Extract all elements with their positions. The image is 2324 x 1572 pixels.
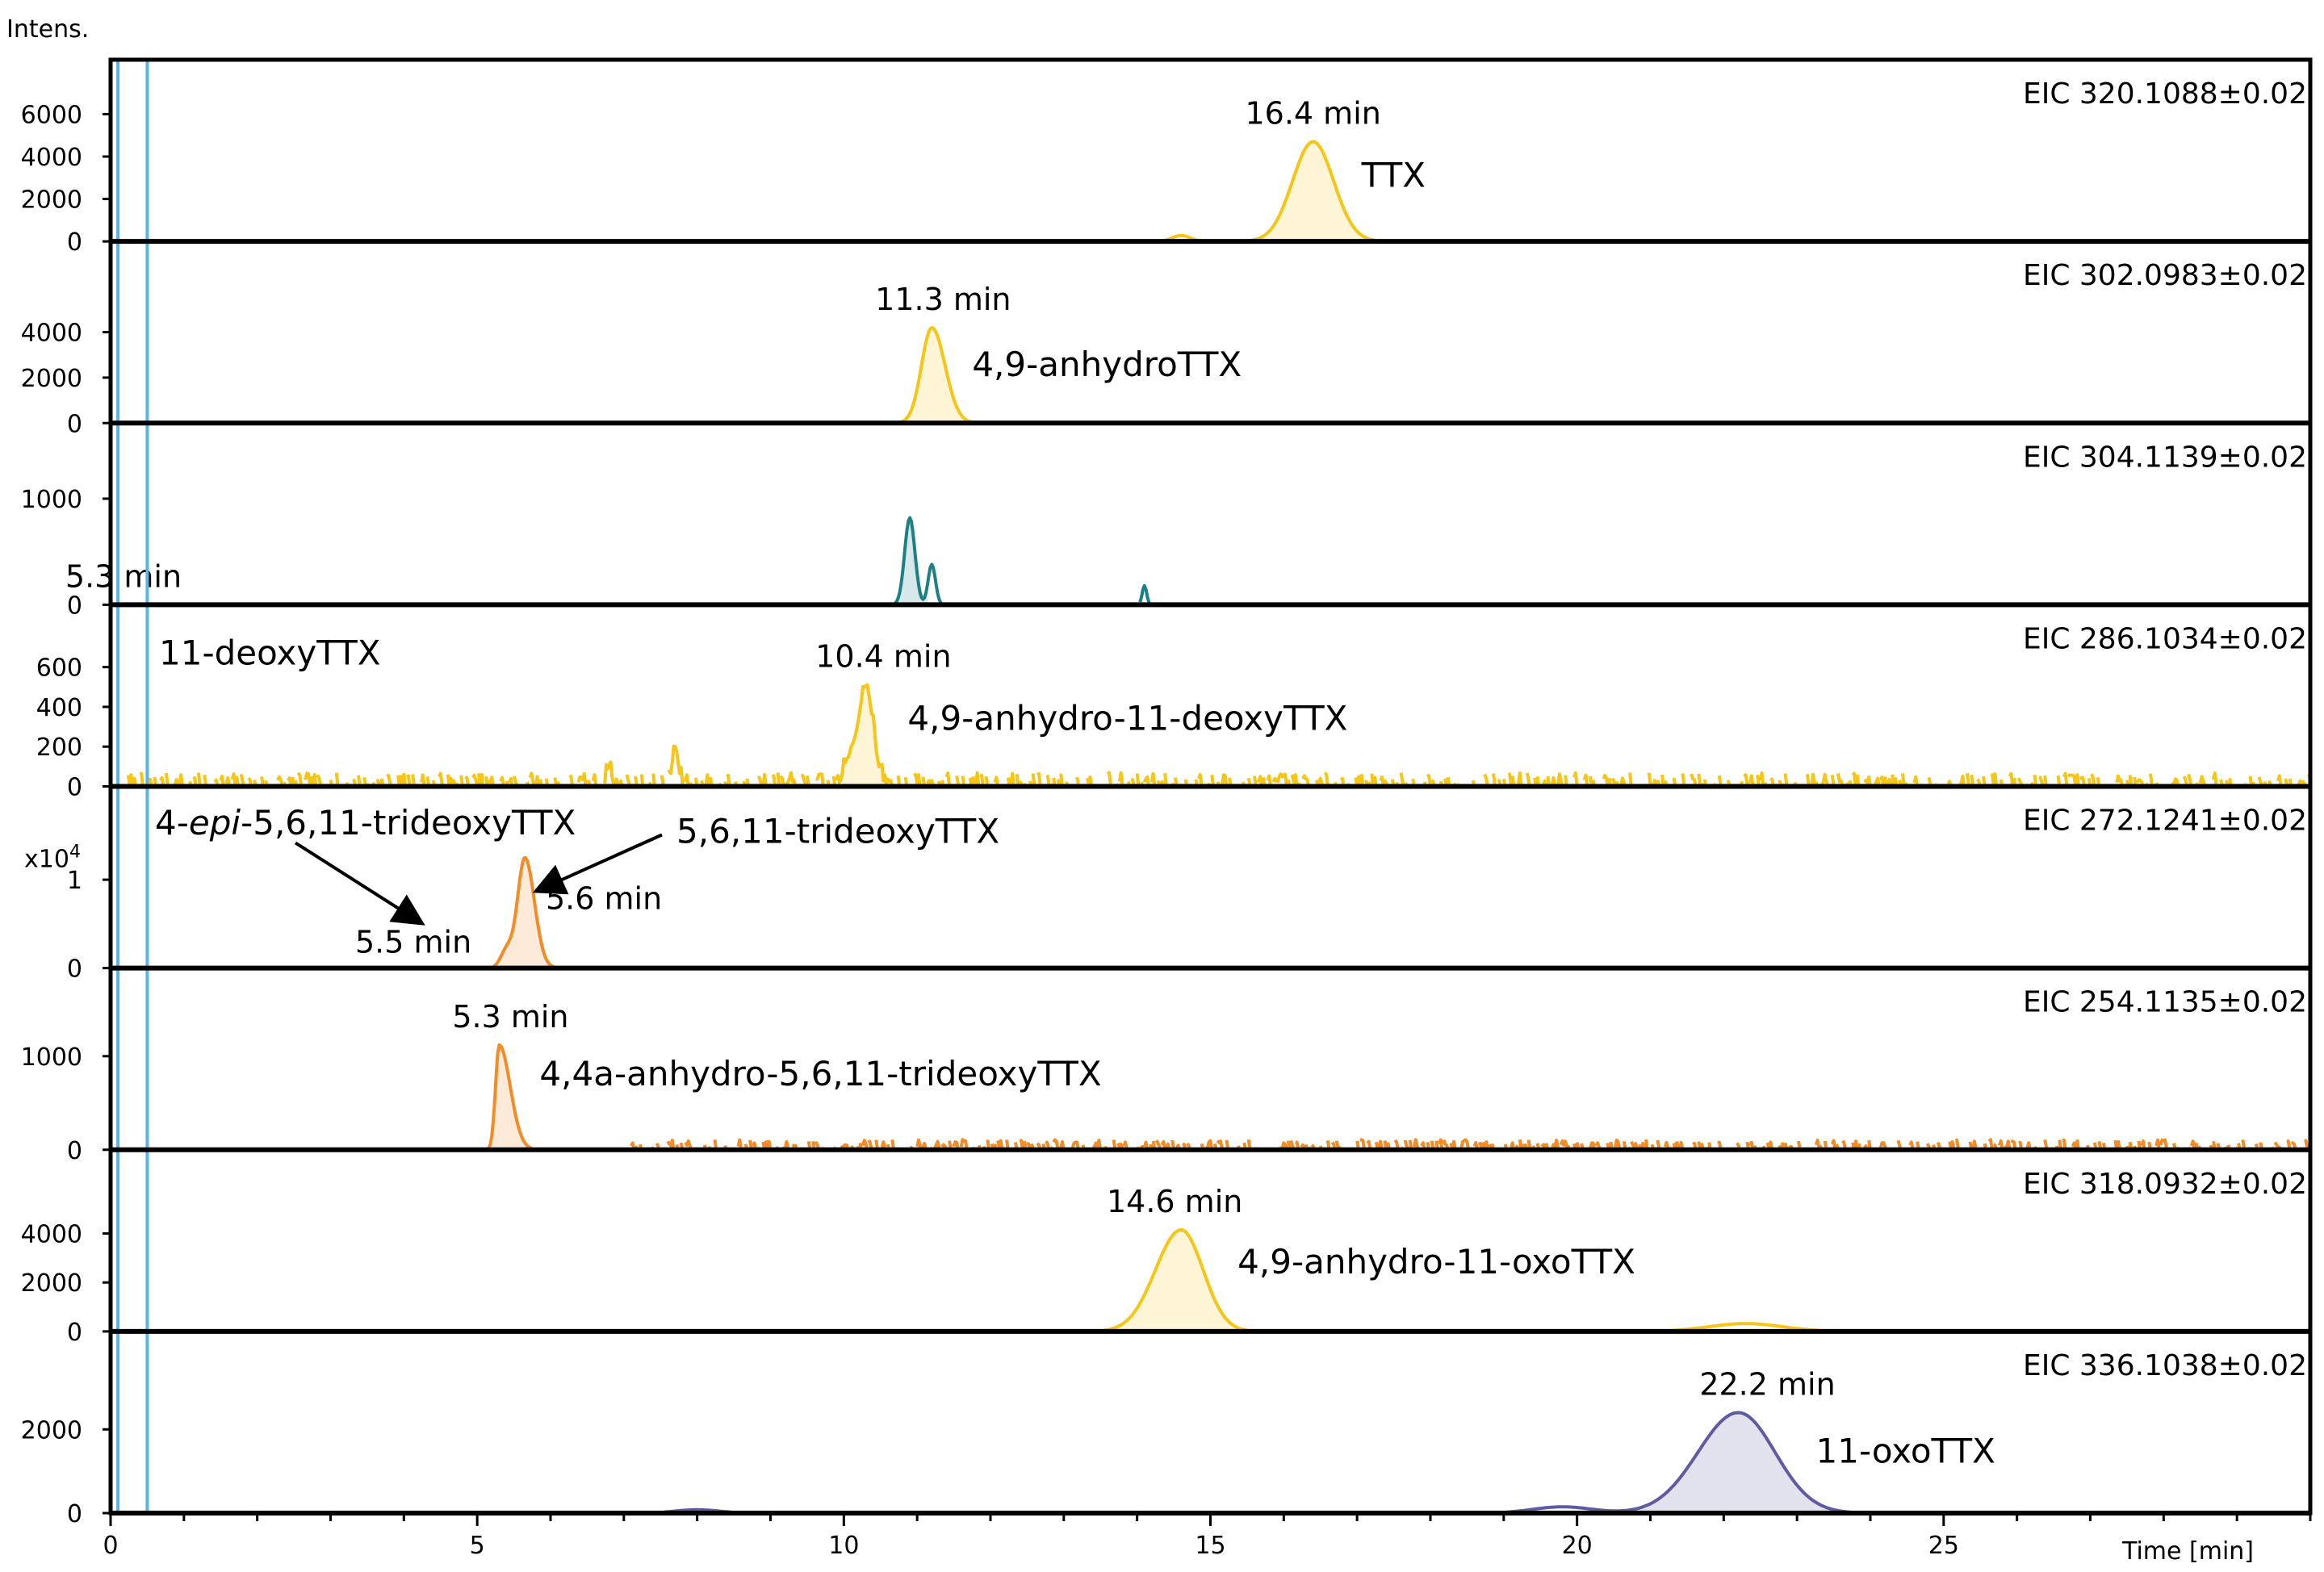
panel-2: 0 2000 4000 EIC 302.0983±0.02 11.3 min 4,9-an… (21, 259, 2307, 438)
y-axis-title: Intens. (6, 15, 89, 44)
y-tick-label: 0 (67, 592, 82, 620)
compound-label-4-epi-trideoxyttx: 4-epi-5,6,11-trideoxyTTX (155, 803, 576, 842)
y-tick-label: 2000 (21, 186, 82, 215)
eic-label: EIC 286.1034±0.02 (2023, 622, 2307, 655)
compound-label-4-epi-italic: epi (189, 803, 241, 842)
peak-area-fill (895, 328, 978, 424)
peak-area-fill (1241, 141, 1385, 242)
y-tick-label: 200 (36, 734, 82, 762)
panel-3: 0 1000 EIC 304.1139±0.02 5.3 min 11-deoxyTTX (21, 441, 2307, 672)
compound-label: TTX (1361, 156, 1426, 195)
eic-label: EIC 318.0932±0.02 (2023, 1168, 2307, 1201)
y-tick-label: 0 (67, 228, 82, 257)
eic-label: EIC 272.1241±0.02 (2023, 805, 2307, 838)
eic-label: EIC 302.0983±0.02 (2023, 259, 2307, 292)
eic-trace (492, 856, 556, 970)
x-tick-label: 10 (828, 1532, 859, 1560)
x-axis: 0 5 10 15 20 25 (103, 1513, 2312, 1560)
compound-label-4-epi-prefix: 4- (155, 803, 189, 842)
retention-time-label: 10.4 min (815, 639, 951, 675)
y-tick-label: 0 (67, 955, 82, 984)
panel-4: 0 200 400 600 EIC 286.1034±0.02 10.4 min 4,9-a… (36, 622, 2312, 802)
peak-area-fill (843, 684, 892, 787)
y-tick-label: 0 (67, 410, 82, 438)
y-tick-label: 1000 (21, 486, 82, 514)
y-tick-label: 1000 (21, 1043, 82, 1072)
panel-7: 0 2000 4000 EIC 318.0932±0.02 14.6 min 4,9-an… (21, 1168, 2307, 1347)
eic-trace (900, 326, 974, 424)
eic-label: EIC 320.1088±0.02 (2023, 77, 2307, 111)
y-tick-label: 4000 (21, 144, 82, 172)
y-tick-label: 0 (67, 774, 82, 802)
y-tick-label: 400 (36, 694, 82, 722)
compound-label: 11-oxoTTX (1816, 1432, 1995, 1471)
panel-6: 0 1000 EIC 254.1135±0.02 5.3 min 4,4a-anhydr… (21, 986, 2310, 1165)
retention-time-label: 16.4 min (1245, 96, 1380, 132)
y-tick-label: 0 (67, 1319, 82, 1347)
x-tick-label: 15 (1195, 1532, 1225, 1560)
y-tick-label: 2000 (21, 1416, 82, 1444)
compound-label: 4,9-anhydroTTX (972, 345, 1242, 384)
y-scale-exponent: 4 (69, 842, 81, 863)
eic-label: EIC 254.1135±0.02 (2023, 986, 2307, 1019)
retention-time-label: 14.6 min (1107, 1184, 1242, 1219)
y-tick-label: 600 (36, 654, 82, 683)
y-tick-label: 4000 (21, 1221, 82, 1249)
y-tick-label: 6000 (21, 101, 82, 129)
y-tick-label: 2000 (21, 1269, 82, 1298)
annotation-arrow (294, 841, 425, 926)
compound-label: 5,6,11-trideoxyTTX (676, 812, 999, 851)
x-tick-label: 25 (1928, 1532, 1959, 1560)
compound-label-4-epi-suffix: -5,6,11-trideoxyTTX (241, 803, 576, 842)
y-scale-label: x104 (24, 842, 81, 874)
y-tick-label: 1 (67, 867, 82, 895)
eic-trace (894, 516, 1152, 606)
compound-label: 4,9-anhydro-11-deoxyTTX (907, 699, 1347, 738)
y-tick-label: 4000 (21, 320, 82, 348)
compound-label: 11-deoxyTTX (159, 633, 381, 672)
compound-label: 4,9-anhydro-11-oxoTTX (1237, 1242, 1635, 1281)
peak-area-fill (499, 858, 559, 968)
x-tick-label: 20 (1562, 1532, 1593, 1560)
peak-area-fill (1091, 1230, 1258, 1332)
retention-time-label-2: 5.5 min (355, 925, 471, 960)
eic-label: EIC 304.1139±0.02 (2023, 441, 2307, 474)
eic-trace (1103, 1228, 1824, 1333)
retention-time-label: 5.6 min (546, 881, 662, 917)
panel-8: 0 2000 EIC 336.1038±0.02 22.2 min 11-oxoTTX (21, 1349, 2307, 1528)
retention-time-label: 11.3 min (875, 282, 1011, 317)
annotation-arrow (532, 833, 663, 895)
y-scale-base: x10 (24, 846, 69, 874)
y-tick-label: 0 (67, 1137, 82, 1165)
peak-area-fill (891, 517, 928, 605)
x-axis-title: Time [min] (2121, 1537, 2254, 1566)
x-tick-label: 0 (103, 1532, 118, 1560)
y-tick-label: 0 (67, 1500, 82, 1528)
eic-label: EIC 336.1038±0.02 (2023, 1349, 2307, 1382)
panel-1: 0 2000 4000 6000 EIC 320.1088±0.02 16.4 min TT… (21, 77, 2307, 257)
compound-label: 4,4a-anhydro-5,6,11-trideoxyTTX (539, 1054, 1101, 1093)
retention-time-label: 5.3 min (65, 558, 182, 594)
x-tick-label: 5 (470, 1532, 485, 1560)
retention-time-label: 5.3 min (452, 999, 568, 1035)
y-tick-label: 2000 (21, 365, 82, 393)
retention-time-label: 22.2 min (1699, 1367, 1835, 1403)
